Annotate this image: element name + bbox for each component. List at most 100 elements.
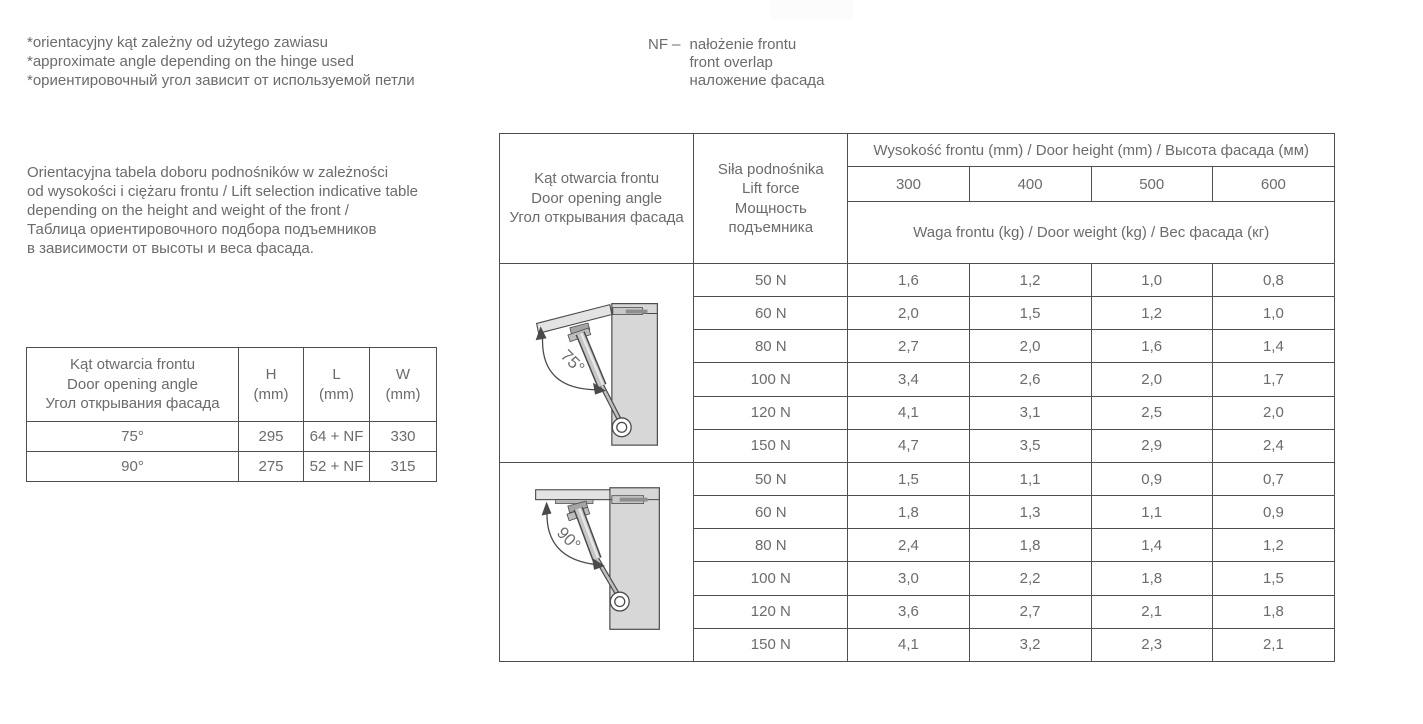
arc-arrow-top bbox=[535, 326, 547, 341]
weight-value: 1,8 bbox=[1090, 561, 1213, 596]
intro-line: Таблица ориентировочного подбора подъемн… bbox=[27, 221, 377, 238]
door-mount-plate bbox=[554, 499, 593, 504]
weight-value: 3,5 bbox=[968, 428, 1092, 464]
angle-label: 90° bbox=[553, 523, 584, 554]
hinge-angle-notes: *orientacyjny kąt zależny od użytego zaw… bbox=[27, 33, 415, 90]
weight-value: 0,9 bbox=[1211, 495, 1336, 530]
weight-value: 0,9 bbox=[1090, 461, 1213, 497]
lift-force-header-cell: Siła podnośnika Lift force Мощность подъ… bbox=[693, 133, 849, 264]
table-row: 80 N 2,4 1,8 1,4 1,2 bbox=[500, 528, 1336, 563]
nf-definitions: nałożenie frontu front overlap наложение… bbox=[690, 36, 825, 90]
weight-value: 1,6 bbox=[1090, 329, 1213, 364]
weight-value: 1,5 bbox=[847, 461, 970, 497]
l-header-cell: L (mm) bbox=[303, 347, 370, 422]
force-cell: 60 N bbox=[693, 296, 849, 331]
force-cell: 100 N bbox=[693, 561, 849, 596]
weight-value: 2,4 bbox=[1211, 428, 1336, 464]
weight-value: 1,4 bbox=[1090, 528, 1213, 563]
eyelet-inner bbox=[613, 595, 625, 608]
table-row: 90° 275 52 + NF 315 bbox=[26, 451, 437, 482]
door-weight-header-cell: Waga frontu (kg) / Door weight (kg) / Ве… bbox=[847, 201, 1335, 264]
door-height-header-cell: Wysokość frontu (mm) / Door height (mm) … bbox=[847, 133, 1335, 167]
table-row: 150 N 4,7 3,5 2,9 2,4 bbox=[500, 428, 1336, 464]
lift-diagram-75-cell: 75° bbox=[498, 263, 695, 463]
weight-value: 1,5 bbox=[1211, 561, 1336, 596]
weight-value: 2,7 bbox=[968, 594, 1092, 629]
height-300-cell: 300 bbox=[847, 166, 970, 202]
weight-value: 1,2 bbox=[968, 262, 1092, 298]
intro-line: depending on the height and weight of th… bbox=[27, 202, 349, 219]
corner-header-cell: Kąt otwarcia frontu Door opening angle У… bbox=[498, 133, 695, 264]
note-line: *approximate angle depending on the hing… bbox=[27, 53, 354, 70]
lift-diagram-90-icon: 90° bbox=[534, 487, 660, 630]
height-500-cell: 500 bbox=[1090, 166, 1213, 202]
arc-arrow-bottom bbox=[592, 382, 606, 395]
weight-value: 1,6 bbox=[847, 262, 970, 298]
arc-arrow-bottom bbox=[591, 558, 605, 570]
weight-value: 2,7 bbox=[847, 329, 970, 364]
intro-text: Orientacyjna tabela doboru podnośników w… bbox=[27, 163, 418, 258]
weight-value: 1,2 bbox=[1211, 528, 1336, 563]
angle-cell: 90° bbox=[26, 451, 239, 482]
weight-value: 2,0 bbox=[968, 329, 1092, 364]
force-cell: 50 N bbox=[693, 461, 849, 497]
table-row: 120 N 3,6 2,7 2,1 1,8 bbox=[500, 594, 1336, 629]
weight-value: 1,8 bbox=[968, 528, 1092, 563]
nf-definition-line: front overlap bbox=[689, 54, 773, 71]
force-cell: 50 N bbox=[693, 262, 849, 298]
weight-value: 2,5 bbox=[1090, 395, 1213, 430]
table-row: 75° 50 N 1,6 1,2 1,0 0,8 bbox=[498, 262, 1336, 463]
weight-value: 1,7 bbox=[1211, 362, 1336, 397]
rod bbox=[600, 385, 621, 421]
w-value: 330 bbox=[369, 421, 437, 452]
weight-value: 2,1 bbox=[1211, 627, 1336, 663]
note-line: *orientacyjny kąt zależny od użytego zaw… bbox=[27, 34, 328, 51]
force-cell: 80 N bbox=[693, 329, 849, 364]
eyelet-inner bbox=[615, 421, 627, 433]
table-row: 60 N 1,8 1,3 1,1 0,9 bbox=[500, 495, 1336, 530]
nf-legend: NF – nałożenie frontu front overlap нало… bbox=[648, 36, 824, 90]
weight-value: 3,4 bbox=[847, 362, 970, 397]
w-header-cell: W (mm) bbox=[369, 347, 437, 422]
door-angle-dimensions-table: Kąt otwarcia frontu Door opening angle У… bbox=[26, 347, 437, 482]
weight-value: 1,4 bbox=[1211, 329, 1336, 364]
table-row: 120 N 4,1 3,1 2,5 2,0 bbox=[500, 395, 1336, 430]
weight-value: 4,1 bbox=[847, 627, 970, 663]
piston-highlight bbox=[577, 508, 599, 559]
lift-diagram-75-icon: 75° bbox=[535, 303, 658, 446]
angle-header-cell: Kąt otwarcia frontu Door opening angle У… bbox=[26, 347, 239, 422]
force-cell: 150 N bbox=[693, 428, 849, 464]
l-value: 52 + NF bbox=[303, 451, 370, 482]
table-row: 80 N 2,7 2,0 1,6 1,4 bbox=[500, 329, 1336, 364]
door-front bbox=[535, 303, 613, 334]
weight-value: 2,6 bbox=[968, 362, 1092, 397]
weight-value: 1,3 bbox=[968, 495, 1092, 530]
force-cell: 150 N bbox=[693, 627, 849, 663]
weight-value: 1,1 bbox=[968, 461, 1092, 497]
h-value: 295 bbox=[238, 421, 304, 452]
weight-value: 1,0 bbox=[1090, 262, 1213, 298]
weight-value: 2,0 bbox=[1211, 395, 1336, 430]
faint-highlight bbox=[770, 0, 853, 20]
force-cell: 120 N bbox=[693, 594, 849, 629]
intro-line: Orientacyjna tabela doboru podnośników w… bbox=[27, 164, 389, 181]
force-cell: 100 N bbox=[693, 362, 849, 397]
lift-diagram-90-cell: 90° bbox=[498, 462, 695, 662]
intro-line: od wysokości i ciężaru frontu / Lift sel… bbox=[27, 183, 419, 200]
weight-value: 1,0 bbox=[1211, 296, 1336, 331]
weight-value: 3,6 bbox=[847, 594, 970, 629]
h-value: 275 bbox=[238, 451, 304, 482]
table-row: 90° 50 N 1,5 1,1 0,9 0,7 bbox=[498, 461, 1336, 662]
weight-value: 2,1 bbox=[1090, 594, 1213, 629]
height-400-cell: 400 bbox=[968, 166, 1092, 202]
angle-arc bbox=[541, 337, 600, 391]
force-cell: 60 N bbox=[693, 495, 849, 530]
arc-arrow-top bbox=[541, 501, 552, 516]
weight-value: 1,2 bbox=[1090, 296, 1213, 331]
weight-value: 1,8 bbox=[1211, 594, 1336, 629]
weight-value: 1,1 bbox=[1090, 495, 1213, 530]
weight-value: 2,9 bbox=[1090, 428, 1213, 464]
hinge-hardware-detail bbox=[619, 497, 648, 502]
weight-value: 2,0 bbox=[847, 296, 970, 331]
